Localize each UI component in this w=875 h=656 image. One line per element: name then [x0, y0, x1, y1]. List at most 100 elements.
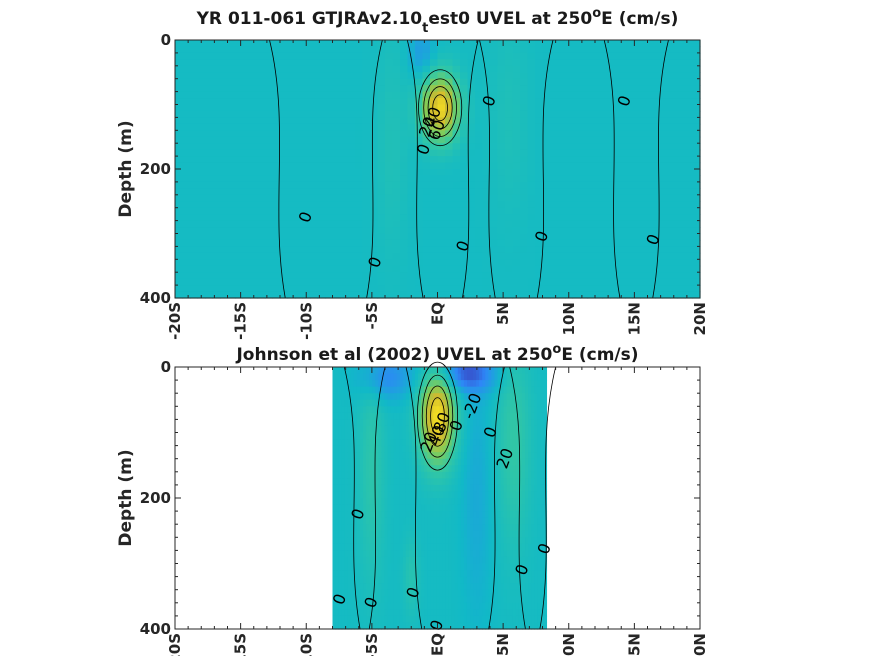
heatmap-cell [485, 550, 489, 558]
heatmap-cell [408, 517, 413, 525]
heatmap-cell [387, 583, 392, 591]
heatmap-cell [347, 412, 352, 420]
heatmap-cell [436, 563, 441, 571]
heatmap-cell [385, 117, 394, 125]
heatmap-cell [595, 246, 604, 254]
heatmap-cell [280, 201, 289, 209]
heatmap-cell [437, 227, 446, 235]
heatmap-cell [242, 233, 251, 241]
heatmap-cell [550, 233, 559, 241]
heatmap-cell [565, 181, 574, 189]
heatmap-cell [685, 220, 694, 228]
heatmap-cell [405, 498, 410, 506]
heatmap-cell [325, 78, 334, 86]
heatmap-cell [460, 484, 465, 493]
heatmap-cell [390, 445, 395, 453]
heatmap-cell [360, 465, 364, 473]
heatmap-cell [175, 285, 184, 293]
heatmap-cell [402, 491, 407, 499]
heatmap-cell [437, 136, 446, 144]
heatmap-cell [411, 367, 416, 375]
heatmap-cell [692, 46, 701, 54]
heatmap-cell [482, 72, 491, 80]
heatmap-cell [335, 530, 340, 538]
heatmap-cell [332, 136, 341, 144]
heatmap-cell [602, 220, 611, 228]
heatmap-cell [338, 543, 343, 551]
heatmap-cell [602, 52, 611, 60]
heatmap-cell [407, 143, 416, 151]
heatmap-cell [485, 452, 489, 460]
heatmap-cell [387, 471, 392, 479]
heatmap-cell [632, 259, 641, 267]
heatmap-cell [445, 194, 454, 202]
heatmap-cell [625, 272, 634, 280]
heatmap-cell [655, 65, 664, 73]
heatmap-cell [205, 194, 214, 202]
heatmap-cell [325, 136, 334, 144]
heatmap-cell [385, 91, 394, 99]
heatmap-cell [580, 175, 589, 183]
heatmap-cell [335, 602, 340, 610]
heatmap-cell [557, 143, 566, 151]
heatmap-cell [433, 458, 438, 466]
heatmap-cell [392, 156, 401, 164]
heatmap-cell [445, 252, 454, 260]
heatmap-cell [387, 556, 392, 565]
heatmap-cell [433, 550, 438, 558]
heatmap-cell [427, 419, 431, 427]
heatmap-cell [355, 239, 364, 247]
heatmap-cell [445, 439, 450, 447]
heatmap-cell [415, 524, 419, 532]
heatmap-cell [557, 130, 566, 138]
heatmap-cell [632, 265, 641, 273]
heatmap-cell [542, 117, 551, 125]
heatmap-cell [190, 207, 199, 215]
heatmap-cell [287, 201, 296, 209]
heatmap-cell [372, 419, 376, 427]
heatmap-cell [595, 194, 604, 202]
heatmap-cell [396, 386, 401, 394]
heatmap-cell [377, 259, 386, 267]
heatmap-cell [272, 110, 281, 118]
heatmap-cell [595, 104, 604, 112]
heatmap-cell [512, 207, 521, 215]
x-tick-label: 15N [625, 302, 643, 335]
heatmap-cell [470, 622, 474, 630]
contour-line [432, 94, 448, 122]
heatmap-cell [587, 162, 596, 170]
heatmap-cell [287, 85, 296, 93]
heatmap-cell [473, 537, 477, 545]
heatmap-cell [250, 91, 259, 99]
heatmap-cell [360, 373, 364, 381]
heatmap-cell [355, 220, 364, 228]
heatmap-cell [197, 162, 206, 170]
heatmap-cell [385, 181, 394, 189]
heatmap-cell [242, 291, 251, 299]
heatmap-cell [497, 40, 506, 48]
heatmap-cell [362, 136, 371, 144]
heatmap-cell [550, 194, 559, 202]
heatmap-cell [647, 233, 656, 241]
heatmap-cell [366, 504, 370, 512]
heatmap-cell [490, 220, 499, 228]
heatmap-cell [356, 452, 361, 460]
heatmap-cell [479, 570, 483, 578]
heatmap-cell [457, 445, 462, 453]
heatmap-cell [197, 78, 206, 86]
heatmap-cell [272, 252, 281, 260]
heatmap-cell [670, 285, 679, 293]
heatmap-cell [347, 175, 356, 183]
heatmap-cell [685, 85, 694, 93]
heatmap-cell [662, 123, 671, 131]
heatmap-cell [332, 59, 341, 67]
heatmap-cell [557, 227, 566, 235]
heatmap-cell [587, 233, 596, 241]
heatmap-cell [470, 458, 474, 466]
heatmap-cell [197, 278, 206, 286]
heatmap-cell [433, 491, 438, 499]
heatmap-cell [572, 291, 581, 299]
heatmap-cell [411, 556, 416, 565]
heatmap-cell [347, 537, 352, 545]
heatmap-cell [363, 589, 367, 597]
